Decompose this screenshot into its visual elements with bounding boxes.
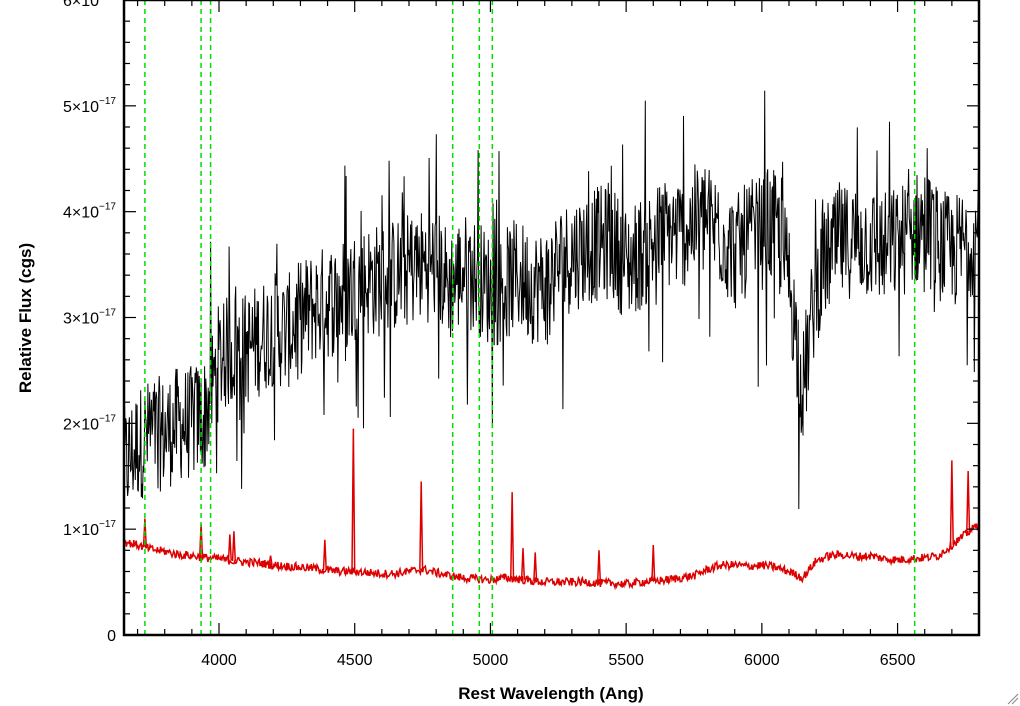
y-tick-labels: 0 1×10−17 2×10−17 3×10−17 4×10−17 5×10−17 6×10… [63,0,116,645]
x-tick-label: 4000 [201,652,237,669]
axis-ticks [124,0,980,636]
x-tick-label: 6000 [744,652,780,669]
emission-line-spike [419,481,424,570]
reference-lines [144,0,916,635]
emission-line-spike [651,545,656,582]
emission-line-spike [268,555,273,565]
emission-line-spike [533,552,538,582]
resize-grip-icon[interactable] [1007,693,1019,705]
emission-line-spike [322,539,327,571]
model-spectrum-line [124,522,979,591]
y-tick-label: 5×10−17 [63,96,116,116]
x-tick-label: 5000 [473,652,509,669]
y-tick-label: 2×10−17 [63,413,116,433]
y-axis-title: Relative Flux (cgs) [16,243,35,393]
emission-line-spike [966,470,971,533]
y-tick-label: 6×10−17 [63,0,116,10]
emission-line-spike [596,550,602,584]
y-tick-label: 1×10−17 [63,519,116,539]
y-tick-label: 4×10−17 [63,202,116,222]
plot-area [124,90,979,591]
x-tick-label: 6500 [880,652,916,669]
emission-line-spike [231,531,237,562]
emission-line-spike [227,534,232,561]
x-tick-label: 4500 [337,652,373,669]
x-tick-labels: 4000 4500 5000 5500 6000 6500 [201,652,915,669]
emission-line-spike [949,460,954,546]
emission-line-spike [142,518,148,548]
emission-line-spike [510,492,515,579]
y-tick-label: 3×10−17 [63,308,116,328]
x-tick-label: 5500 [608,652,644,669]
y-tick-label: 0 [107,628,116,645]
emission-line-spike [351,428,356,572]
observed-spectrum-line [124,90,979,510]
emission-line-spike [520,548,526,580]
x-axis-title: Rest Wavelength (Ang) [458,684,643,703]
